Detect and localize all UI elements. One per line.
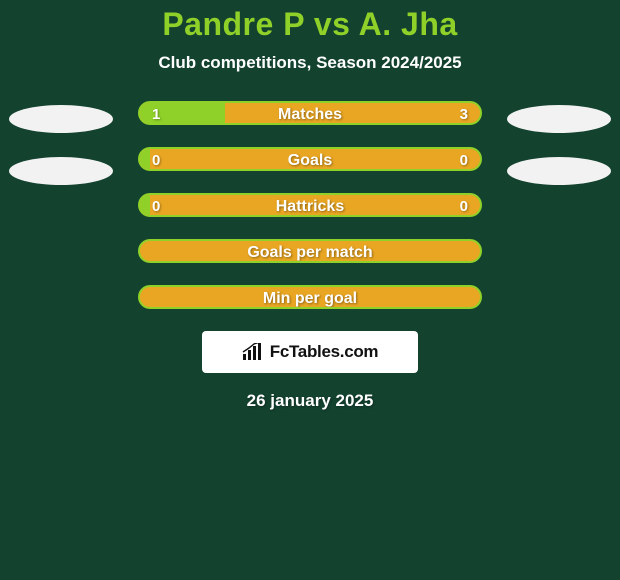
comparison-card: Pandre P vs A. Jha Club competitions, Se… xyxy=(0,0,620,580)
barchart-icon xyxy=(242,343,264,361)
stat-label: Min per goal xyxy=(140,287,480,307)
brand-badge: FcTables.com xyxy=(202,331,418,373)
player1-name: Pandre P xyxy=(162,6,304,42)
content-area: 1 Matches 3 0 Goals 0 0 Hattricks 0 xyxy=(0,101,620,411)
player1-club-avatar xyxy=(9,157,113,185)
player2-club-avatar xyxy=(507,157,611,185)
stat-label: Hattricks xyxy=(140,195,480,215)
stat-value-right: 3 xyxy=(460,103,468,123)
subtitle: Club competitions, Season 2024/2025 xyxy=(0,53,620,73)
vs-text: vs xyxy=(304,6,358,42)
player2-avatar xyxy=(507,105,611,133)
stat-row-matches: 1 Matches 3 xyxy=(138,101,482,125)
stat-value-right: 0 xyxy=(460,195,468,215)
stat-row-min-per-goal: Min per goal xyxy=(138,285,482,309)
player1-avatar xyxy=(9,105,113,133)
page-title: Pandre P vs A. Jha xyxy=(0,6,620,43)
stat-row-goals: 0 Goals 0 xyxy=(138,147,482,171)
stat-bars: 1 Matches 3 0 Goals 0 0 Hattricks 0 xyxy=(138,101,482,309)
stat-label: Goals xyxy=(140,149,480,169)
stat-label: Matches xyxy=(140,103,480,123)
brand-text: FcTables.com xyxy=(270,342,379,362)
avatar-column-right xyxy=(504,101,614,185)
stat-value-right: 0 xyxy=(460,149,468,169)
avatar-column-left xyxy=(6,101,116,185)
stat-row-goals-per-match: Goals per match xyxy=(138,239,482,263)
stat-row-hattricks: 0 Hattricks 0 xyxy=(138,193,482,217)
stat-label: Goals per match xyxy=(140,241,480,261)
player2-name: A. Jha xyxy=(359,6,458,42)
date-text: 26 january 2025 xyxy=(0,391,620,411)
